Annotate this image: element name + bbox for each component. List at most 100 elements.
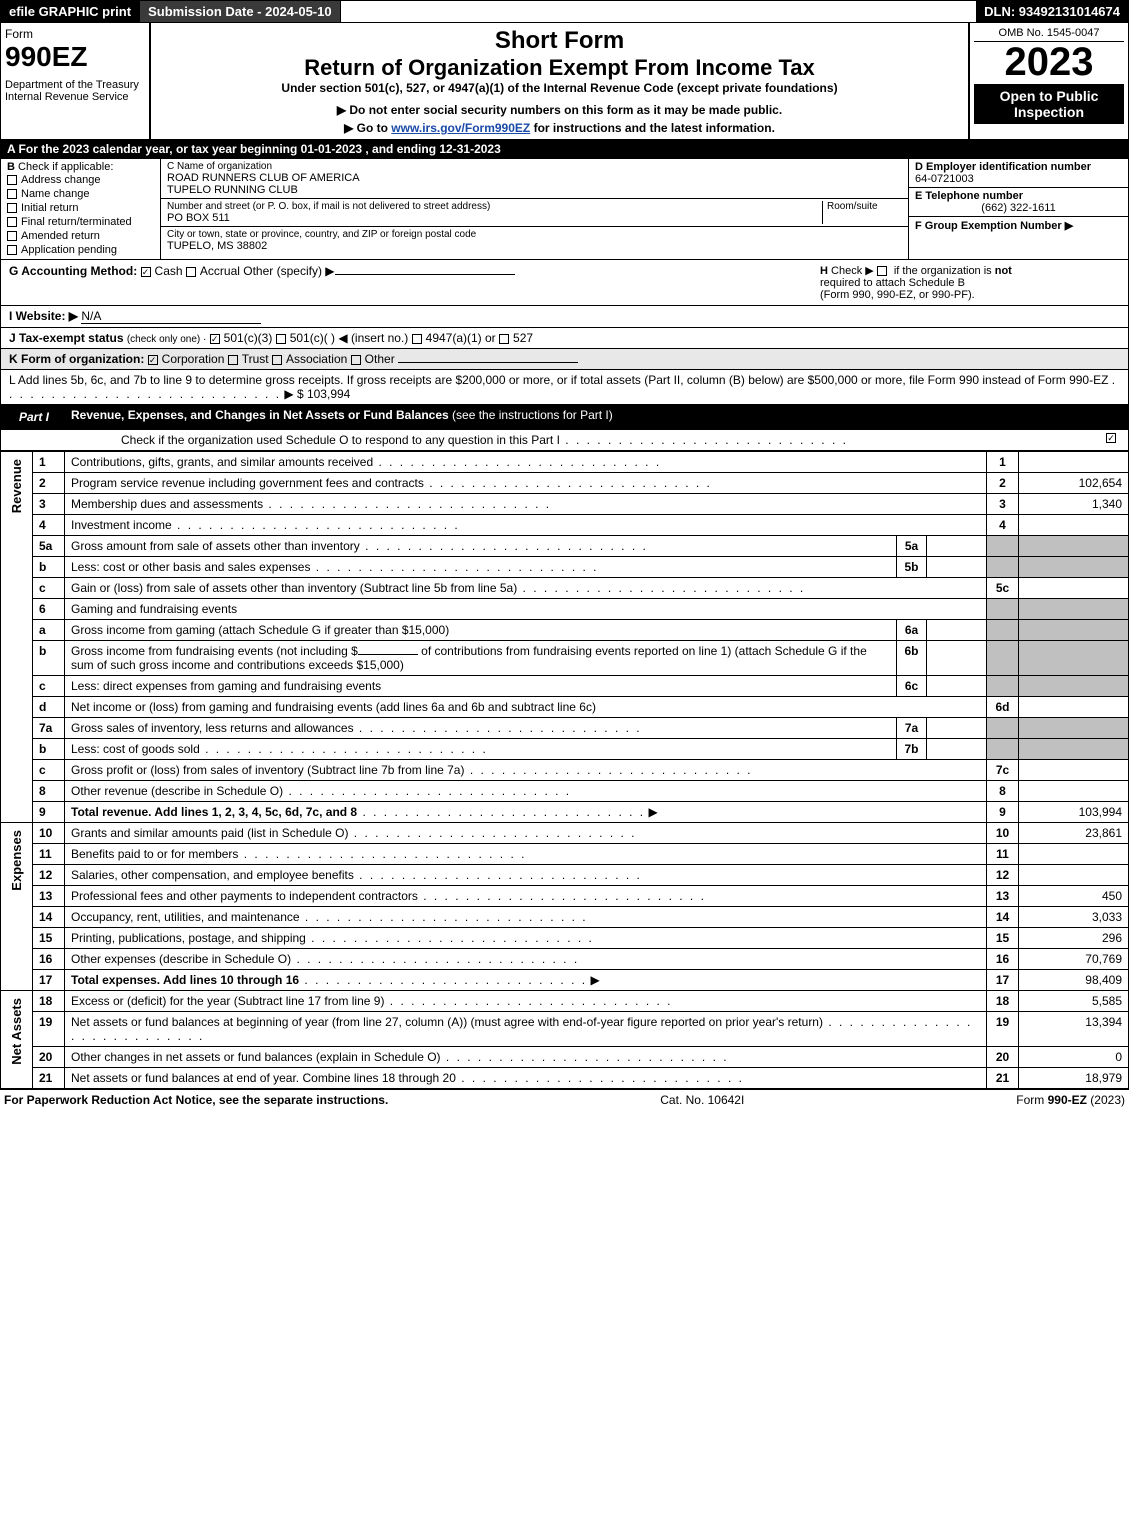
footer: For Paperwork Reduction Act Notice, see … (0, 1089, 1129, 1110)
irs-label: Internal Revenue Service (5, 91, 145, 103)
line-7b-sub (927, 739, 987, 760)
other-specify-input[interactable] (335, 274, 515, 275)
return-title: Return of Organization Exempt From Incom… (159, 55, 960, 81)
other-org-input[interactable] (398, 362, 578, 363)
line-6d-amt (1019, 697, 1129, 718)
line-6b-sub (927, 641, 987, 676)
footer-right: Form 990-EZ (2023) (1016, 1093, 1125, 1107)
goto-pre: Go to (357, 121, 392, 135)
line-6b-input[interactable] (358, 654, 418, 655)
header: Form 990EZ Department of the Treasury In… (0, 23, 1129, 140)
j-label: J Tax-exempt status (9, 331, 124, 345)
website-value: N/A (81, 309, 261, 324)
ein: 64-0721003 (915, 173, 1122, 185)
goto-post: for instructions and the latest informat… (530, 121, 775, 135)
chk-address[interactable]: Address change (7, 173, 154, 187)
k-label: K Form of organization: (9, 352, 144, 366)
line-2-desc: Program service revenue including govern… (65, 473, 987, 494)
chk-name[interactable]: Name change (7, 187, 154, 201)
line-6-desc: Gaming and fundraising events (65, 599, 987, 620)
chk-h[interactable] (877, 266, 887, 276)
chk-trust[interactable] (228, 355, 238, 365)
chk-501c3[interactable]: ✓ (210, 334, 220, 344)
part-i-title: Revenue, Expenses, and Changes in Net As… (71, 408, 613, 426)
chk-cash[interactable]: ✓ (141, 267, 151, 277)
line-7a-desc: Gross sales of inventory, less returns a… (65, 718, 897, 739)
header-left: Form 990EZ Department of the Treasury In… (1, 23, 151, 139)
line-2-amt: 102,654 (1019, 473, 1129, 494)
line-8-desc: Other revenue (describe in Schedule O) (65, 781, 987, 802)
f-cell: F Group Exemption Number ▶ (909, 217, 1128, 234)
b-text: Check if applicable: (18, 161, 113, 173)
chk-other-org[interactable] (351, 355, 361, 365)
netassets-label: Net Assets (1, 991, 33, 1089)
line-6a-sub (927, 620, 987, 641)
row-i: I Website: ▶ N/A (0, 306, 1129, 328)
h-box: H Check ▶ if the organization is not req… (820, 264, 1120, 301)
line-10-desc: Grants and similar amounts paid (list in… (65, 823, 987, 844)
tax-year: 2023 (974, 42, 1124, 82)
revenue-label: Revenue (1, 452, 33, 823)
c-city-label: City or town, state or province, country… (167, 229, 902, 240)
submission-date: Submission Date - 2024-05-10 (140, 1, 341, 22)
line-5b-desc: Less: cost or other basis and sales expe… (65, 557, 897, 578)
line-6c-sub (927, 676, 987, 697)
f-label: F Group Exemption Number ▶ (915, 220, 1073, 232)
line-1-desc: Contributions, gifts, grants, and simila… (65, 452, 987, 473)
line-5a-desc: Gross amount from sale of assets other t… (65, 536, 897, 557)
c-street-label: Number and street (or P. O. box, if mail… (167, 201, 822, 212)
line-6d-desc: Net income or (loss) from gaming and fun… (65, 697, 987, 718)
line-10-amt: 23,861 (1019, 823, 1129, 844)
chk-schedule-o[interactable]: ✓ (1106, 433, 1116, 443)
chk-amended[interactable]: Amended return (7, 229, 154, 243)
chk-corp[interactable]: ✓ (148, 355, 158, 365)
dept-label: Department of the Treasury (5, 79, 145, 91)
chk-accrual[interactable] (186, 267, 196, 277)
line-4-amt (1019, 515, 1129, 536)
chk-assoc[interactable] (272, 355, 282, 365)
part-i-check: Check if the organization used Schedule … (0, 430, 1129, 451)
line-3-amt: 1,340 (1019, 494, 1129, 515)
b-label: B (7, 161, 15, 173)
subhead: Under section 501(c), 527, or 4947(a)(1)… (159, 81, 960, 95)
row-l: L Add lines 5b, 6c, and 7b to line 9 to … (0, 370, 1129, 405)
c-city-cell: City or town, state or province, country… (161, 227, 908, 254)
goto-line: ▶ Go to www.irs.gov/Form990EZ for instru… (159, 121, 960, 135)
l-amount: $ 103,994 (297, 387, 350, 401)
form-number: 990EZ (5, 41, 145, 73)
i-label: I Website: ▶ (9, 309, 78, 323)
line-7c-amt (1019, 760, 1129, 781)
chk-527[interactable] (499, 334, 509, 344)
h-label: H (820, 265, 828, 277)
form-word: Form (5, 27, 145, 41)
d-label: D Employer identification number (915, 161, 1091, 173)
line-5c-amt (1019, 578, 1129, 599)
goto-link[interactable]: www.irs.gov/Form990EZ (391, 121, 530, 135)
c-name-label: C Name of organization (167, 161, 902, 172)
ssn-warning: Do not enter social security numbers on … (159, 103, 960, 117)
org-name-2: TUPELO RUNNING CLUB (167, 184, 902, 196)
expenses-label: Expenses (1, 823, 33, 991)
phone: (662) 322-1611 (915, 202, 1122, 214)
line-3-desc: Membership dues and assessments (65, 494, 987, 515)
efile-label[interactable]: efile GRAPHIC print (1, 1, 140, 22)
row-g: G Accounting Method: ✓Cash Accrual Other… (0, 260, 1129, 306)
chk-pending[interactable]: Application pending (7, 243, 154, 257)
header-mid: Short Form Return of Organization Exempt… (151, 23, 968, 139)
col-d: D Employer identification number 64-0721… (908, 159, 1128, 259)
chk-4947[interactable] (412, 334, 422, 344)
section-b-grid: B Check if applicable: Address change Na… (0, 159, 1129, 260)
room-suite: Room/suite (822, 201, 902, 224)
col-c: C Name of organization ROAD RUNNERS CLUB… (161, 159, 908, 259)
col-b: B Check if applicable: Address change Na… (1, 159, 161, 259)
chk-final[interactable]: Final return/terminated (7, 215, 154, 229)
chk-initial[interactable]: Initial return (7, 201, 154, 215)
chk-501c[interactable] (276, 334, 286, 344)
line-1-amt (1019, 452, 1129, 473)
footer-mid: Cat. No. 10642I (660, 1093, 744, 1107)
top-bar: efile GRAPHIC print Submission Date - 20… (0, 0, 1129, 23)
d-cell: D Employer identification number 64-0721… (909, 159, 1128, 188)
line-7c-desc: Gross profit or (loss) from sales of inv… (65, 760, 987, 781)
section-a: A For the 2023 calendar year, or tax yea… (0, 140, 1129, 159)
line-5a-sub (927, 536, 987, 557)
